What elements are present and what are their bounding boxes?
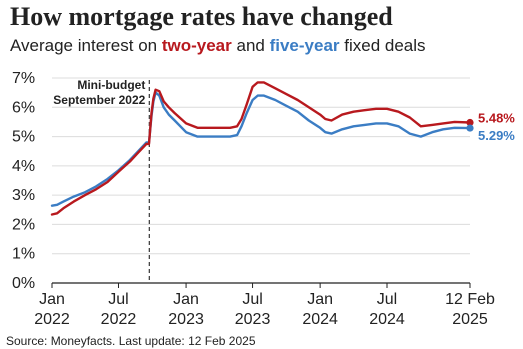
y-tick-label: 1%: [12, 246, 35, 263]
y-tick-label: 5%: [12, 129, 35, 146]
end-value-label-five-year: 5.29%: [478, 128, 515, 143]
y-tick-label: 3%: [12, 187, 35, 204]
subtitle-text-mid: and: [231, 36, 270, 55]
x-tick-year-label: 2025: [452, 311, 488, 328]
y-tick-label: 2%: [12, 216, 35, 233]
y-tick-label: 0%: [12, 275, 35, 292]
x-tick-label: Jul: [242, 291, 262, 308]
annotation-label-date: September 2022: [53, 93, 145, 107]
gridlines: [51, 77, 471, 288]
end-point-two-year: [466, 118, 474, 127]
chart-subtitle: Average interest on two-year and five-ye…: [10, 36, 426, 56]
x-tick-label: Jan: [307, 291, 333, 308]
end-labels: 5.48% 5.29%: [466, 111, 515, 143]
x-tick-year-label: 2022: [34, 311, 70, 328]
x-tick-labels: Jan 2022 Jul 2022 Jan 2023 Jul 2023 Jan 2024 Jul 20…: [34, 291, 495, 328]
x-tick-label: Jan: [39, 291, 65, 308]
y-tick-label: 4%: [12, 158, 35, 175]
subtitle-two-year: two-year: [161, 36, 232, 55]
x-tick-year-label: 2023: [168, 311, 204, 328]
annotation-label: Mini-budget: [77, 78, 145, 92]
end-point-five-year: [466, 124, 474, 132]
x-tick-year-label: 2023: [235, 311, 271, 328]
y-tick-label: 7%: [12, 70, 35, 87]
y-tick-label: 6%: [12, 99, 35, 116]
x-tick-label: Jan: [173, 291, 199, 308]
subtitle-text-pre: Average interest on: [10, 36, 162, 55]
end-value-label-two-year: 5.48%: [478, 111, 515, 126]
x-tick-label: Jul: [377, 291, 397, 308]
subtitle-five-year: five-year: [269, 36, 340, 55]
source-note: Source: Moneyfacts. Last update: 12 Feb …: [6, 334, 256, 348]
x-tick-year-label: 2024: [369, 311, 405, 328]
x-tick-label: 12 Feb: [445, 291, 495, 308]
line-chart: 0% 1% 2% 3% 4% 5% 6% 7% Jan 2022 Jul 2022 Jan 2023 Ju…: [12, 70, 515, 328]
series-lines: [50, 81, 472, 216]
chart-title: How mortgage rates have changed: [10, 2, 393, 31]
x-tick-year-label: 2024: [302, 311, 338, 328]
subtitle-text-post: fixed deals: [339, 36, 426, 55]
x-tick-label: Jul: [108, 291, 128, 308]
series-line-five-year: [50, 91, 472, 207]
y-tick-labels: 0% 1% 2% 3% 4% 5% 6% 7%: [12, 70, 35, 292]
series-line-two-year: [50, 81, 472, 216]
x-tick-year-label: 2022: [101, 311, 137, 328]
